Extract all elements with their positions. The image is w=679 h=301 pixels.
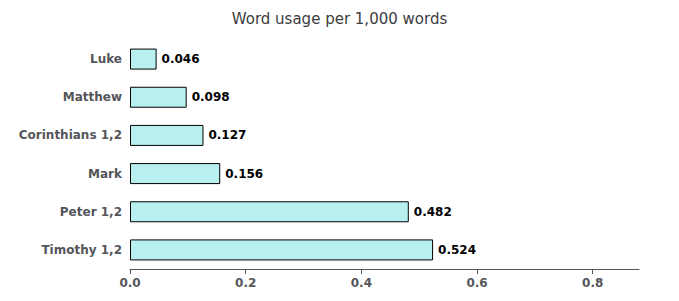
svg-text:0.156: 0.156 xyxy=(225,167,263,181)
svg-text:0.4: 0.4 xyxy=(351,276,372,290)
svg-text:0.482: 0.482 xyxy=(414,205,452,219)
svg-text:0.2: 0.2 xyxy=(235,276,256,290)
svg-text:0.0: 0.0 xyxy=(119,276,140,290)
svg-text:Mark: Mark xyxy=(88,167,123,181)
svg-text:Word usage per 1,000 words: Word usage per 1,000 words xyxy=(232,10,448,28)
svg-text:0.8: 0.8 xyxy=(582,276,603,290)
svg-text:Timothy 1,2: Timothy 1,2 xyxy=(41,243,122,257)
svg-text:Peter 1,2: Peter 1,2 xyxy=(60,205,122,219)
svg-text:0.046: 0.046 xyxy=(162,52,200,66)
svg-text:0.098: 0.098 xyxy=(192,90,230,104)
svg-text:Corinthians 1,2: Corinthians 1,2 xyxy=(19,128,122,142)
svg-text:0.127: 0.127 xyxy=(208,128,246,142)
svg-text:0.524: 0.524 xyxy=(438,243,476,257)
svg-text:Matthew: Matthew xyxy=(63,90,122,104)
svg-text:Luke: Luke xyxy=(90,52,122,66)
svg-text:0.6: 0.6 xyxy=(466,276,487,290)
